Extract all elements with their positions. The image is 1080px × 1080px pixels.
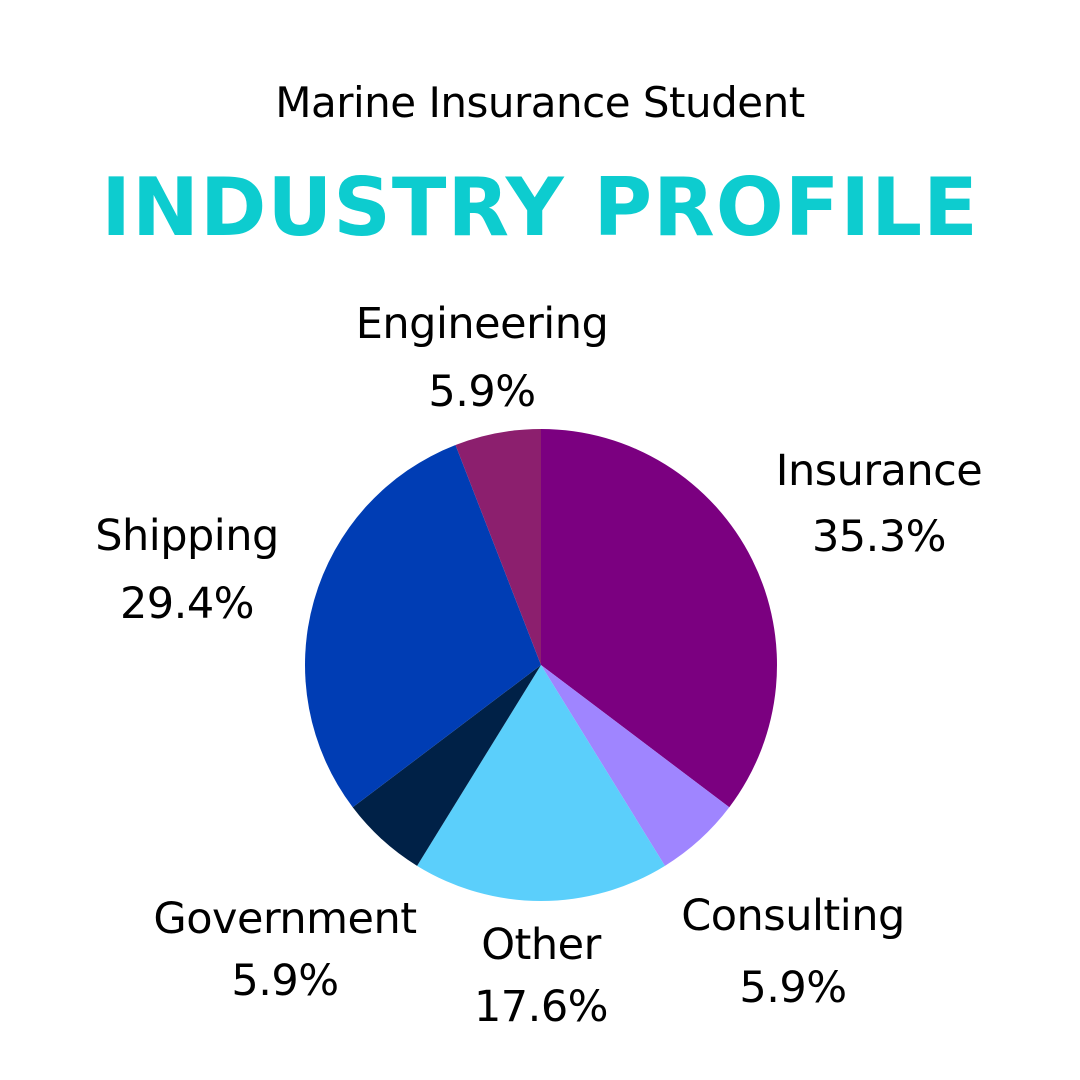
label-other: Other 17.6% xyxy=(458,914,624,1038)
label-other-value: 17.6% xyxy=(473,982,609,1032)
label-engineering-name: Engineering xyxy=(355,299,609,349)
label-engineering: Engineering 5.9% xyxy=(340,290,624,426)
pie-slice-government xyxy=(352,665,541,866)
label-shipping-value: 29.4% xyxy=(119,579,255,629)
label-consulting-name: Consulting xyxy=(681,891,905,941)
pie-slice-other xyxy=(417,665,665,901)
label-consulting: Consulting 5.9% xyxy=(668,880,918,1024)
pie-slice-engineering xyxy=(455,429,541,665)
label-insurance-name: Insurance xyxy=(775,446,983,496)
label-shipping: Shipping 29.4% xyxy=(82,502,292,638)
label-other-name: Other xyxy=(481,920,601,970)
subtitle: Marine Insurance Student xyxy=(275,78,805,127)
label-engineering-value: 5.9% xyxy=(428,367,536,417)
label-insurance: Insurance 35.3% xyxy=(768,438,990,570)
label-government-value: 5.9% xyxy=(231,956,339,1006)
label-consulting-value: 5.9% xyxy=(739,963,847,1013)
pie-slice-insurance xyxy=(541,429,777,808)
pie-slice-shipping xyxy=(304,445,541,808)
label-government-name: Government xyxy=(153,894,417,944)
label-government: Government 5.9% xyxy=(140,888,430,1012)
pie-slice-consulting xyxy=(541,665,730,866)
label-insurance-value: 35.3% xyxy=(811,512,947,562)
page-title: INDUSTRY PROFILE xyxy=(101,161,979,254)
label-shipping-name: Shipping xyxy=(95,511,279,561)
